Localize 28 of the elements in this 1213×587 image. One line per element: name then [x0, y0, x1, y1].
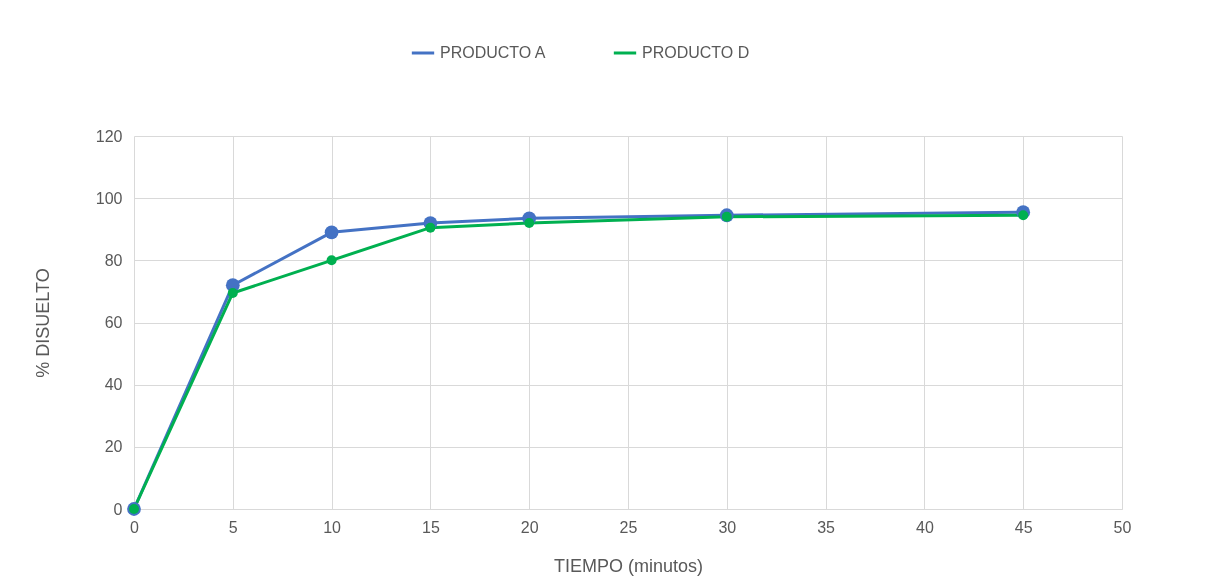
- x-tick-label: 35: [817, 518, 836, 536]
- y-tick-label: 0: [113, 500, 123, 518]
- x-tick-label: 5: [228, 518, 238, 536]
- y-tick-label: 60: [104, 314, 123, 331]
- point: [524, 218, 535, 229]
- y-axis-title: % DISUELTO: [32, 268, 53, 378]
- legend-label: PRODUCTO D: [642, 44, 750, 61]
- point: [425, 222, 436, 233]
- y-tick-label: 20: [104, 438, 123, 456]
- legend-label: PRODUCTO A: [440, 44, 546, 61]
- x-tick-label: 40: [916, 518, 934, 536]
- point: [1018, 210, 1029, 221]
- y-tick-label: 40: [104, 376, 123, 394]
- y-tick-label: 120: [95, 127, 123, 145]
- x-tick-label: 10: [323, 518, 342, 536]
- y-tick-label: 80: [104, 251, 123, 269]
- x-tick-label: 30: [718, 518, 737, 536]
- point: [227, 287, 238, 298]
- y-tick-label: 100: [95, 189, 123, 207]
- x-tick-label: 45: [1014, 518, 1033, 536]
- point: [324, 225, 339, 240]
- x-axis-title: TIEMPO (minutos): [553, 555, 704, 576]
- x-tick-label: 25: [619, 518, 638, 536]
- x-tick-label: 0: [130, 518, 140, 536]
- x-tick-label: 50: [1113, 518, 1132, 536]
- x-tick-label: 15: [422, 518, 440, 536]
- point: [326, 255, 337, 266]
- x-tick-label: 20: [520, 518, 539, 536]
